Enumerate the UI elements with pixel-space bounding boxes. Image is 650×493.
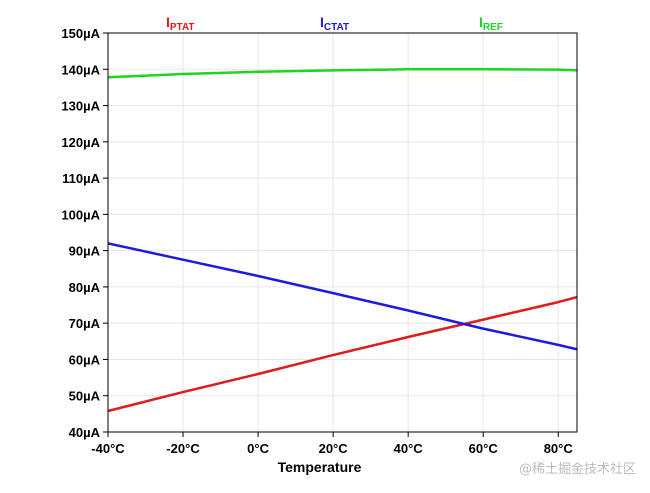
y-tick-label: 150µA xyxy=(61,26,100,41)
legend-subscript: REF xyxy=(483,22,503,33)
y-tick-label: 100µA xyxy=(61,207,100,222)
x-axis-title: Temperature xyxy=(278,459,362,475)
legend-label-iref: IREF xyxy=(479,14,503,33)
series-layer xyxy=(107,68,578,413)
legend-subscript: PTAT xyxy=(170,22,195,33)
series-line-iptat xyxy=(107,295,578,413)
y-tick-label: 70µA xyxy=(69,316,101,331)
legend-main-text: I xyxy=(320,14,324,30)
x-tick-label: 0°C xyxy=(247,441,269,456)
y-tick-label: 90µA xyxy=(69,244,101,259)
y-tick-label: 60µA xyxy=(69,352,101,367)
series-line-iref xyxy=(107,68,578,79)
y-tick-label: 110µA xyxy=(62,171,100,186)
x-tick-label: 80°C xyxy=(544,441,574,456)
x-tick-label: -20°C xyxy=(166,441,200,456)
legend-label-ictat: ICTAT xyxy=(320,14,349,33)
y-tick-label: 40µA xyxy=(69,425,101,440)
x-tick-label: 60°C xyxy=(469,441,499,456)
y-tick-label: 80µA xyxy=(69,280,101,295)
x-tick-label: 40°C xyxy=(394,441,424,456)
legend-main-text: I xyxy=(479,14,483,30)
legend: IPTAT ICTAT IREF xyxy=(166,14,503,33)
x-tick-label: -40°C xyxy=(91,441,125,456)
legend-label-iptat: IPTAT xyxy=(166,14,195,33)
y-tick-label: 120µA xyxy=(61,135,100,150)
y-tick-label: 140µA xyxy=(61,62,100,77)
watermark-text: @稀土掘金技术社区 xyxy=(518,462,636,477)
plot-frame xyxy=(107,32,578,433)
y-tick-label: 50µA xyxy=(69,389,101,404)
ticks: 40µA 50µA 60µA 70µA 80µA 90µA 100µA 110µA 120µA 1… xyxy=(61,26,573,456)
legend-subscript: CTAT xyxy=(324,22,349,33)
x-tick-label: 20°C xyxy=(319,441,349,456)
y-tick-label: 130µA xyxy=(61,99,100,114)
series-line-ictat xyxy=(107,242,578,351)
grid xyxy=(107,32,577,433)
legend-main-text: I xyxy=(166,14,170,30)
